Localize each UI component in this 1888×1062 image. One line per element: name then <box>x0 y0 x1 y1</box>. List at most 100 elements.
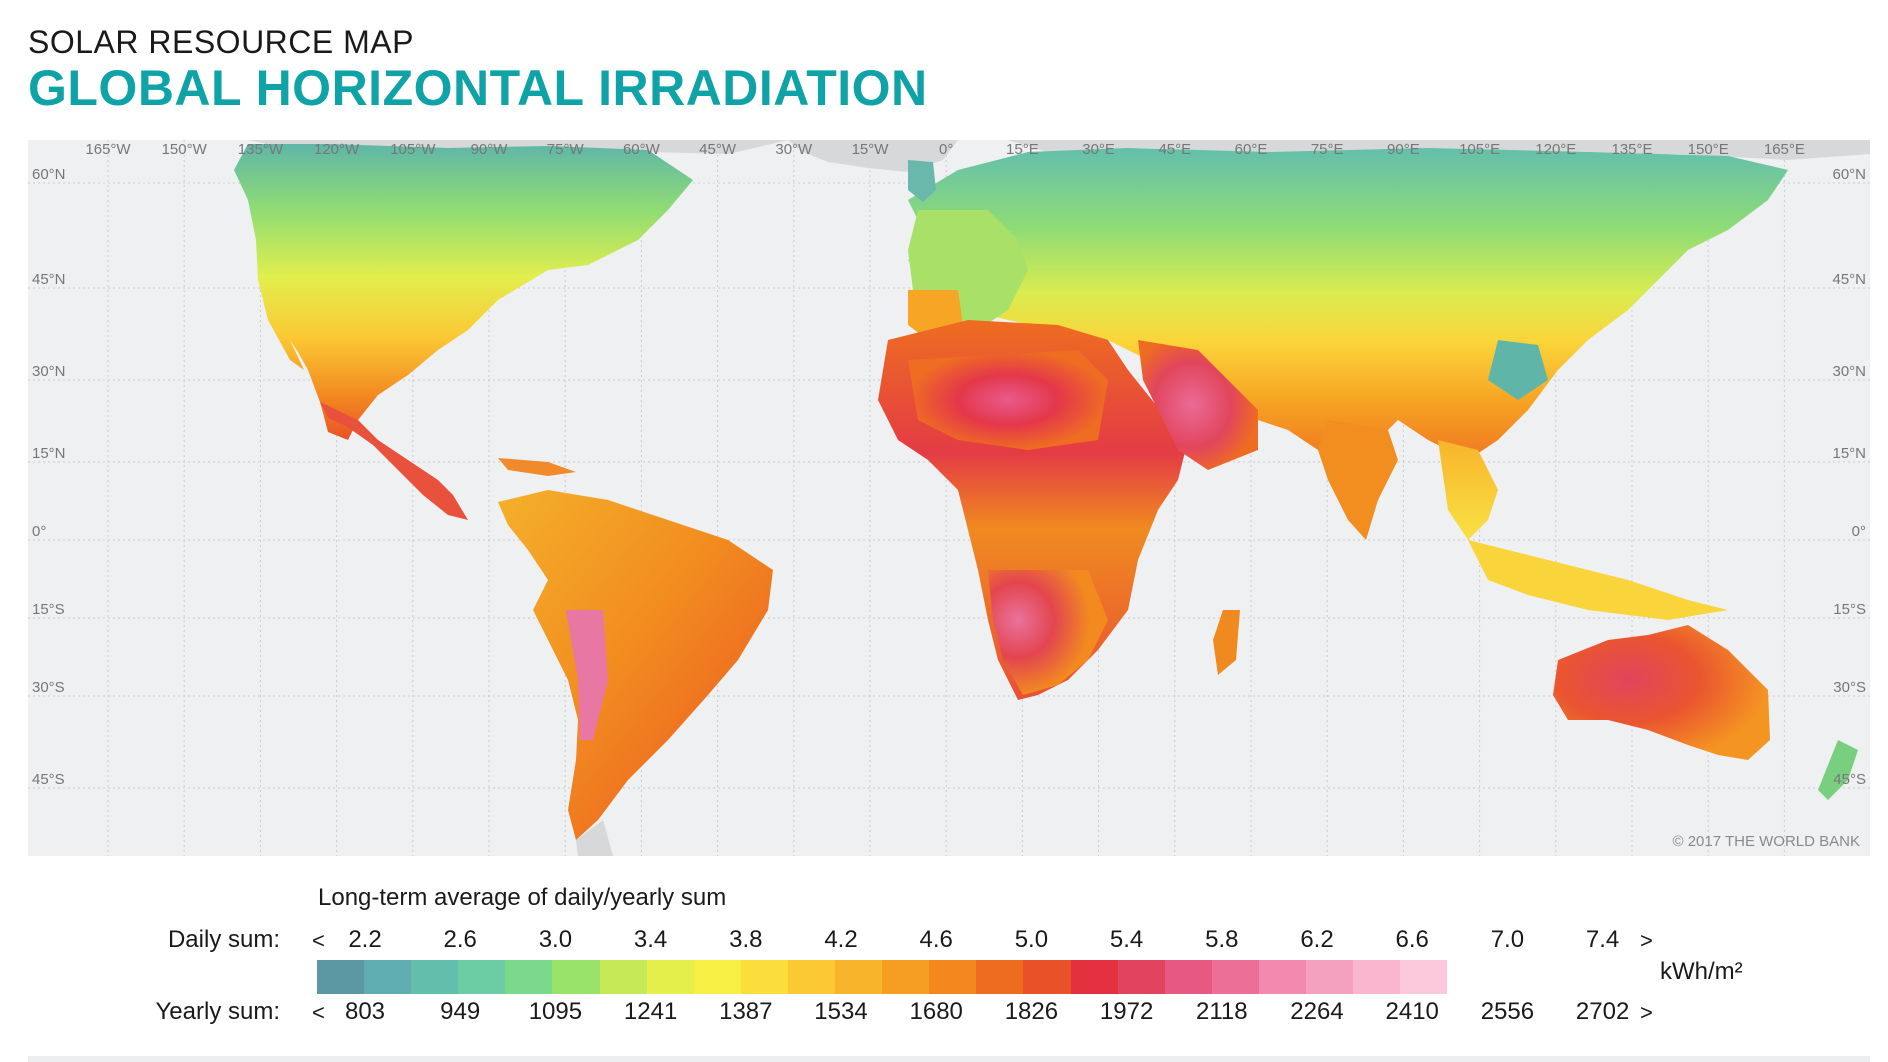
latitude-label-right: 30°S <box>1833 679 1866 696</box>
colorbar-cell <box>505 960 553 994</box>
colorbar-cell <box>1400 960 1448 994</box>
longitude-label: 30°E <box>1082 141 1115 158</box>
colorbar-cell <box>1305 960 1354 994</box>
daily-tick-label: 6.6 <box>1395 926 1429 953</box>
latitude-labels: 60°N 60°N 45°N 45°N 30°N 30°N 15°N 15°N 0° 0° 15°S… <box>32 166 1866 788</box>
latitude-label-left: 60°N <box>32 166 66 183</box>
longitude-label: 105°W <box>390 141 436 158</box>
latitude-label-right: 15°N <box>1832 445 1866 462</box>
yearly-tick-label: 2264 <box>1290 998 1344 1025</box>
longitude-label: 135°E <box>1611 141 1652 158</box>
map-title: GLOBAL HORIZONTAL IRRADIATION <box>28 60 928 116</box>
daily-tick-label: 2.2 <box>348 926 382 953</box>
yearly-tick-label: 1534 <box>814 998 868 1025</box>
caribbean-islands <box>498 458 576 476</box>
british-isles <box>908 160 936 202</box>
eurasia-landmass <box>908 148 1788 470</box>
colorbar-cell <box>1258 960 1306 994</box>
yearly-tick-label: 1972 <box>1099 998 1154 1025</box>
world-map[interactable]: 165°W 150°W 135°W 120°W 105°W 90°W 75°W 60°W 45°… <box>28 140 1870 856</box>
arabian-peninsula <box>1138 340 1258 470</box>
southern-africa <box>988 570 1108 695</box>
longitude-label: 165°E <box>1764 141 1805 158</box>
latitude-label-left: 0° <box>32 523 46 540</box>
colorbar-cell <box>835 960 883 994</box>
colorbar-cell <box>1211 960 1259 994</box>
unit-label: kWh/m² <box>1660 958 1743 985</box>
longitude-label: 120°E <box>1535 141 1576 158</box>
header: SOLAR RESOURCE MAP GLOBAL HORIZONTAL IRR… <box>28 22 928 116</box>
daily-tick-label: 3.8 <box>729 926 763 953</box>
colorbar-cell <box>1070 960 1118 994</box>
colorbar-cell <box>552 960 600 994</box>
longitude-label: 15°E <box>1006 141 1039 158</box>
longitude-label: 120°W <box>314 141 360 158</box>
colorbar-cell <box>1117 960 1165 994</box>
central-america-landmass <box>320 402 468 520</box>
india-landmass <box>1318 420 1398 540</box>
colorbar-cell <box>929 960 977 994</box>
longitude-label: 165°W <box>85 141 131 158</box>
colorbar-cell <box>364 960 412 994</box>
australia-landmass <box>1553 625 1770 760</box>
indonesia-islands <box>1468 540 1728 620</box>
yearly-tick-label: 2556 <box>1480 998 1535 1025</box>
latitude-label-left: 45°N <box>32 271 66 288</box>
longitude-label: 60°W <box>623 141 661 158</box>
longitude-label: 150°E <box>1688 141 1729 158</box>
daily-tick-label: 4.2 <box>824 926 858 953</box>
new-zealand <box>1818 740 1858 800</box>
longitude-label: 60°E <box>1235 141 1268 158</box>
longitude-label: 105°E <box>1459 141 1500 158</box>
daily-tick-label: 5.8 <box>1205 926 1239 953</box>
colorbar-cell <box>411 960 459 994</box>
sichuan-basin <box>1488 340 1548 400</box>
daily-tick-label: 7.4 <box>1585 926 1620 953</box>
yearly-tick-label: 1241 <box>623 998 678 1025</box>
colorbar-cell <box>976 960 1024 994</box>
colorbar-cell <box>458 960 506 994</box>
latitude-label-left: 30°N <box>32 363 66 380</box>
map-subtitle: SOLAR RESOURCE MAP <box>28 24 414 60</box>
longitude-label: 150°W <box>162 141 208 158</box>
daily-tick-label: 2.6 <box>443 926 477 953</box>
color-legend: Long-term average of daily/yearly sum Da… <box>0 880 1888 1040</box>
daily-greater-than: > <box>1640 928 1653 953</box>
yearly-tick-label: 1095 <box>528 998 583 1025</box>
madagascar-landmass <box>1213 610 1240 675</box>
colorbar-cell <box>882 960 930 994</box>
daily-sum-label: Daily sum: <box>167 926 280 953</box>
latitude-label-left: 30°S <box>32 679 65 696</box>
latitude-label-right: 60°N <box>1832 166 1866 183</box>
longitude-label: 90°E <box>1387 141 1420 158</box>
latitude-label-left: 15°N <box>32 445 66 462</box>
longitude-labels: 165°W 150°W 135°W 120°W 105°W 90°W 75°W 60°W 45°… <box>85 141 1805 158</box>
colorbar <box>317 960 1448 994</box>
colorbar-cell <box>599 960 647 994</box>
southeast-asia-landmass <box>1438 440 1498 540</box>
longitude-label: 15°W <box>852 141 890 158</box>
yearly-tick-label: 1826 <box>1004 998 1059 1025</box>
yearly-tick-label: 803 <box>344 998 386 1025</box>
colorbar-cell <box>1164 960 1212 994</box>
yearly-tick-label: 2410 <box>1385 998 1439 1025</box>
map-canvas: 165°W 150°W 135°W 120°W 105°W 90°W 75°W 60°W 45°… <box>28 140 1870 856</box>
legend-caption: Long-term average of daily/yearly sum <box>318 884 727 911</box>
longitude-label: 90°W <box>471 141 509 158</box>
daily-tick-label: 6.2 <box>1300 926 1334 953</box>
north-america-landmass <box>234 144 693 440</box>
footer-strip <box>28 1056 1870 1062</box>
daily-less-than: < <box>312 928 325 953</box>
atacama-region <box>566 610 608 740</box>
yearly-tick-label: 2702 <box>1575 998 1630 1025</box>
longitude-label: 75°E <box>1311 141 1344 158</box>
yearly-tick-label: 1680 <box>909 998 963 1025</box>
daily-tick-label: 3.4 <box>633 926 668 953</box>
latitude-label-right: 30°N <box>1832 363 1866 380</box>
yearly-tick-label: 2118 <box>1195 998 1248 1025</box>
yearly-tick-label: 1387 <box>719 998 773 1025</box>
longitude-label: 75°W <box>547 141 585 158</box>
daily-tick-label: 4.6 <box>919 926 953 953</box>
daily-tick-label: 7.0 <box>1490 926 1525 953</box>
yearly-less-than: < <box>312 1000 325 1025</box>
